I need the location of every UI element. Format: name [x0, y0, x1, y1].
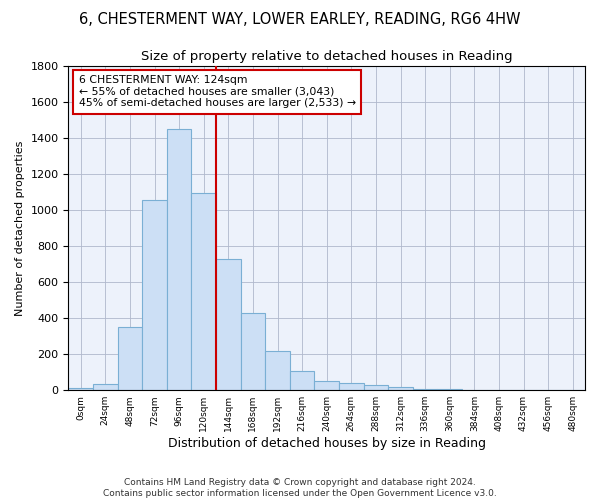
Bar [388, 386, 413, 390]
Bar [167, 128, 191, 390]
Bar [364, 385, 388, 390]
X-axis label: Distribution of detached houses by size in Reading: Distribution of detached houses by size … [168, 437, 486, 450]
Text: 6 CHESTERMENT WAY: 124sqm
← 55% of detached houses are smaller (3,043)
45% of se: 6 CHESTERMENT WAY: 124sqm ← 55% of detac… [79, 76, 356, 108]
Bar [118, 327, 142, 390]
Bar [265, 350, 290, 390]
Text: 6, CHESTERMENT WAY, LOWER EARLEY, READING, RG6 4HW: 6, CHESTERMENT WAY, LOWER EARLEY, READIN… [79, 12, 521, 28]
Bar [290, 372, 314, 390]
Bar [68, 388, 93, 390]
Text: Contains HM Land Registry data © Crown copyright and database right 2024.
Contai: Contains HM Land Registry data © Crown c… [103, 478, 497, 498]
Bar [93, 384, 118, 390]
Y-axis label: Number of detached properties: Number of detached properties [15, 140, 25, 316]
Bar [216, 258, 241, 390]
Bar [191, 192, 216, 390]
Title: Size of property relative to detached houses in Reading: Size of property relative to detached ho… [141, 50, 512, 63]
Bar [314, 381, 339, 390]
Bar [339, 383, 364, 390]
Bar [241, 312, 265, 390]
Bar [142, 200, 167, 390]
